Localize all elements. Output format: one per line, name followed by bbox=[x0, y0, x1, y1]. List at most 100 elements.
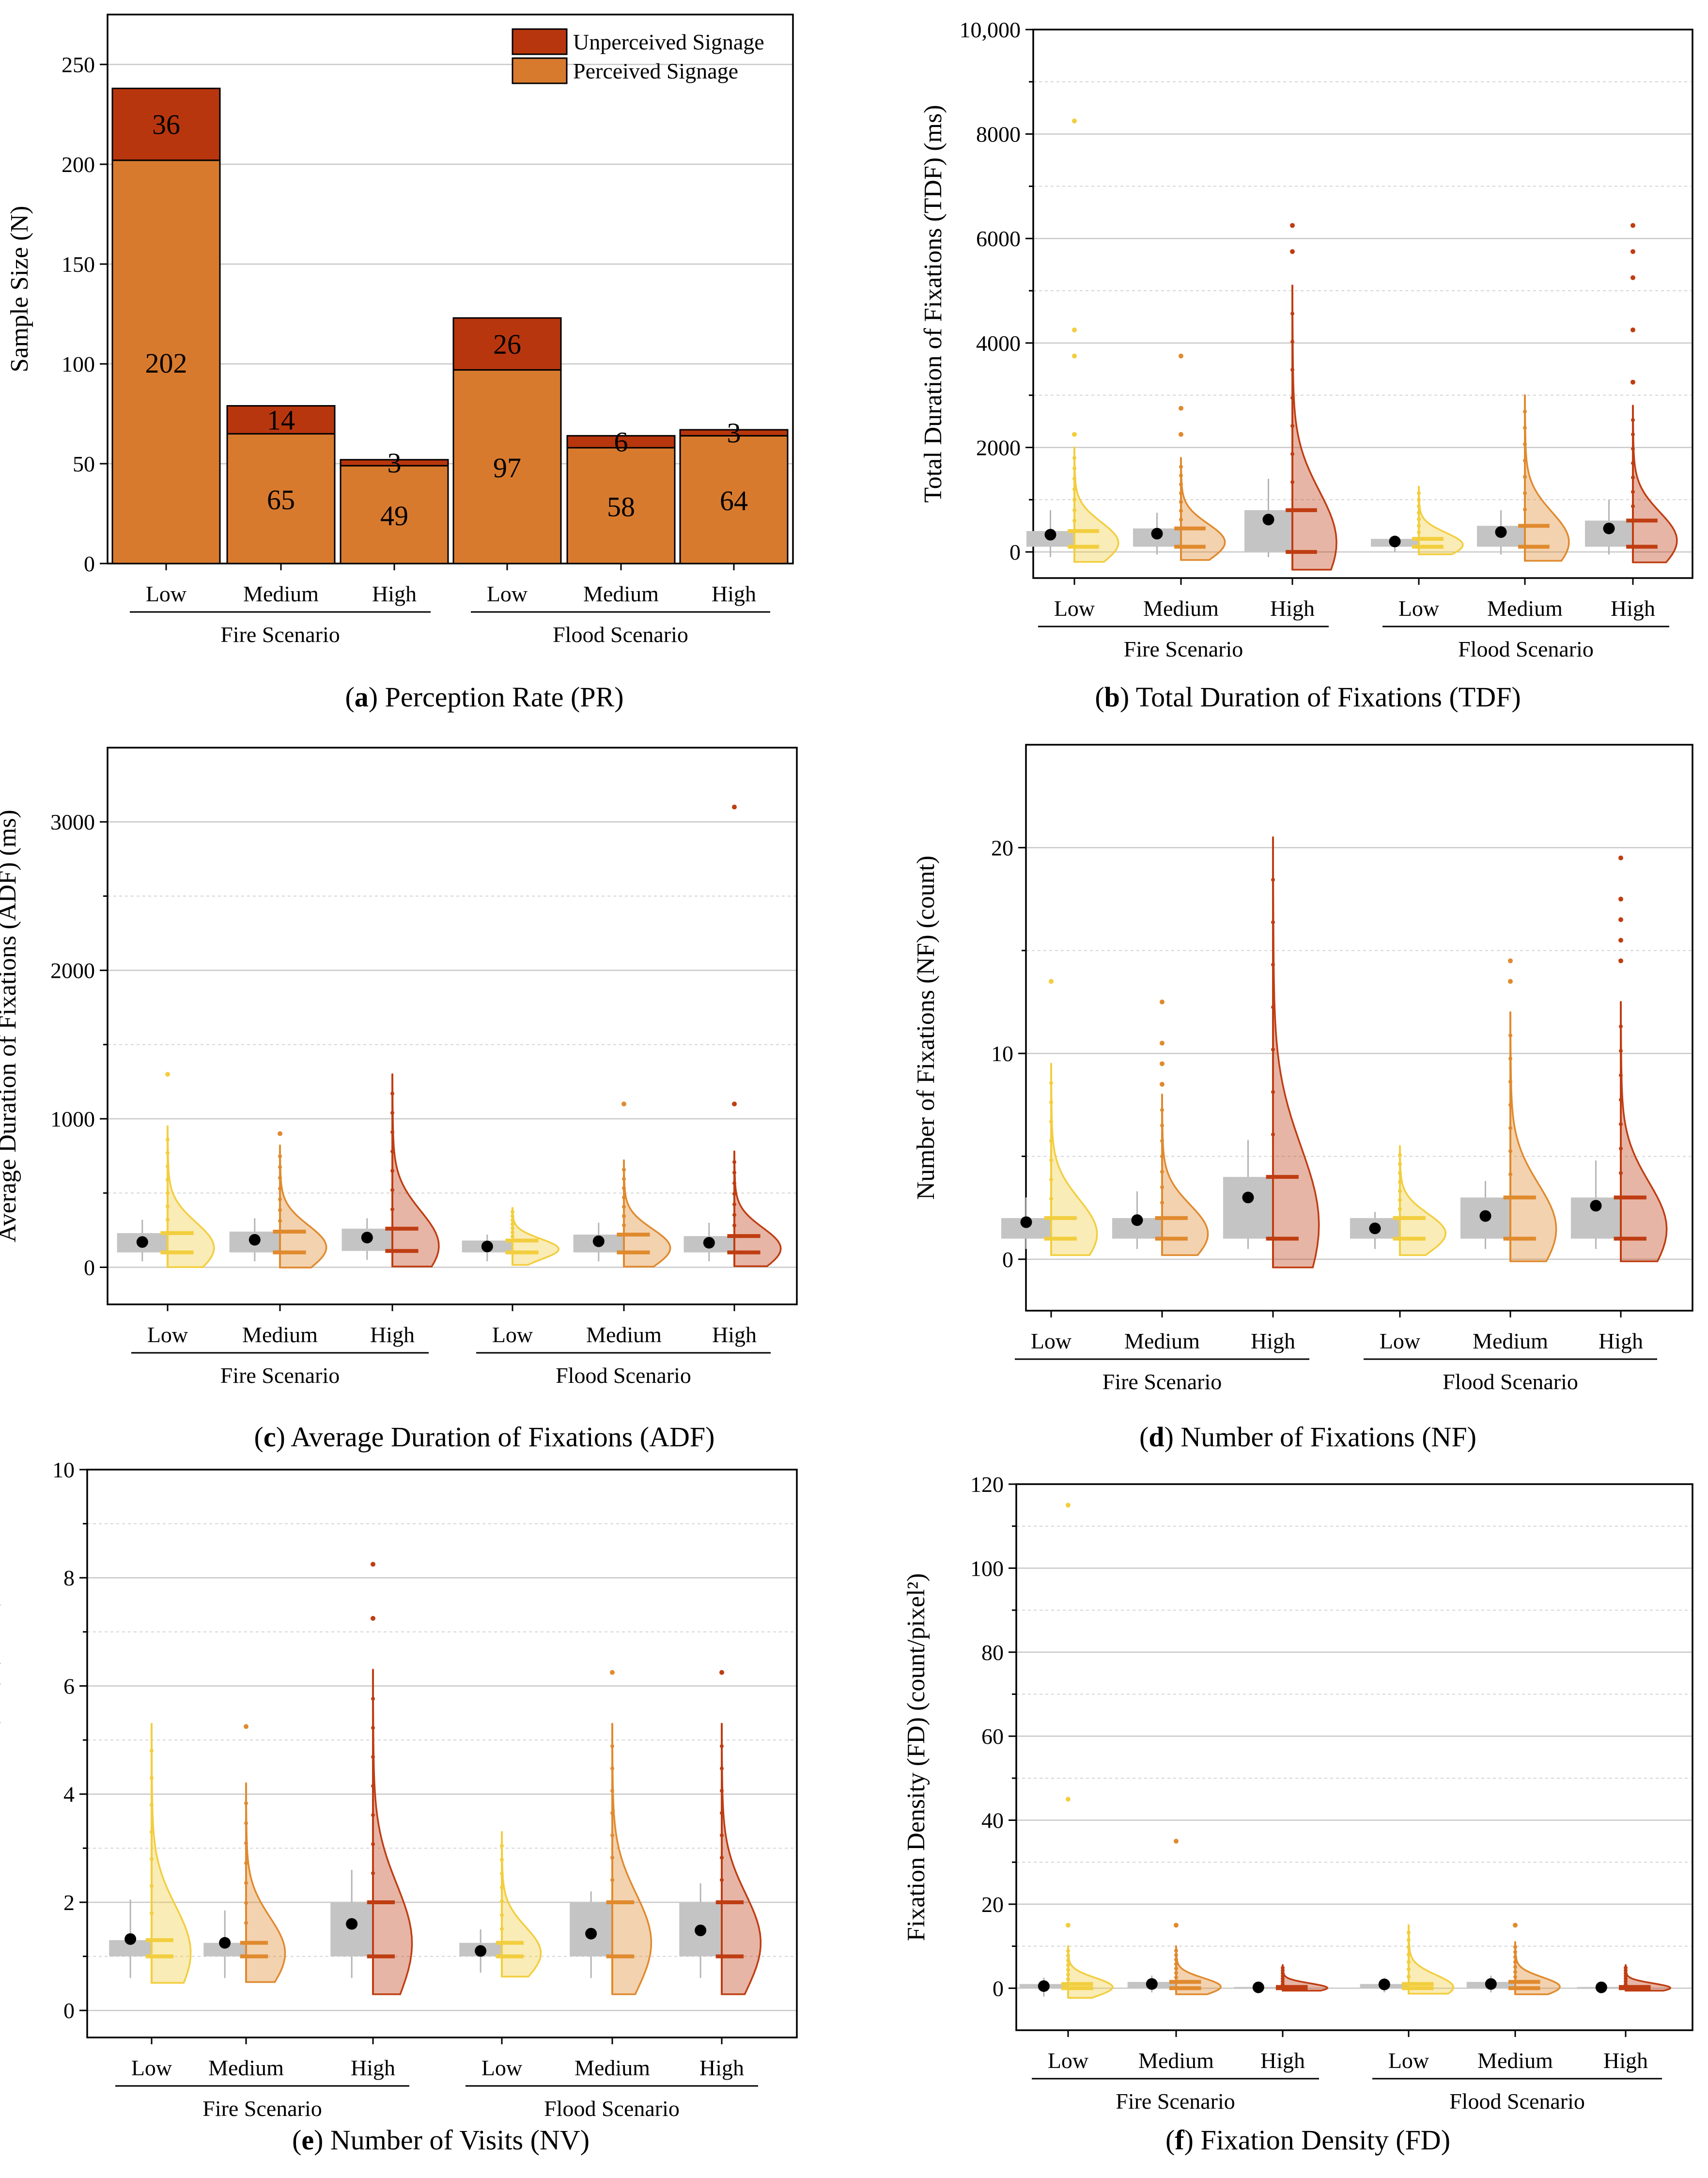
violin-half bbox=[1418, 486, 1464, 555]
data-point bbox=[732, 1202, 736, 1207]
data-point bbox=[1049, 1177, 1053, 1182]
data-point bbox=[732, 1223, 736, 1228]
violin-half bbox=[167, 1125, 215, 1268]
outlier-point bbox=[732, 804, 737, 810]
panel-c: 0 1000 2000 3000 Average Duration of Fixatio… bbox=[0, 747, 798, 1453]
mean-marker bbox=[136, 1236, 148, 1248]
mean-marker bbox=[1038, 1980, 1050, 1992]
data-point bbox=[1523, 442, 1527, 446]
data-point bbox=[371, 1871, 375, 1875]
data-point bbox=[622, 1195, 626, 1200]
category-label: Medium bbox=[1487, 596, 1563, 621]
category-label: Medium bbox=[586, 1322, 662, 1347]
data-point bbox=[1066, 1958, 1070, 1962]
data-point bbox=[166, 1151, 170, 1155]
data-point bbox=[622, 1223, 626, 1227]
data-point bbox=[622, 1167, 626, 1172]
data-point bbox=[1631, 475, 1635, 480]
group-label: Fire Scenario bbox=[1124, 637, 1243, 661]
data-point bbox=[1174, 1962, 1178, 1966]
data-point bbox=[1179, 517, 1183, 522]
bar-value-perceived: 64 bbox=[720, 485, 748, 517]
category-label: High bbox=[1599, 1329, 1643, 1353]
data-point bbox=[610, 1744, 614, 1748]
caption-paren-open: ( bbox=[1139, 1421, 1149, 1453]
bar-value-unperceived: 14 bbox=[267, 404, 295, 436]
caption-paren-close: ) bbox=[314, 2124, 323, 2156]
data-point bbox=[720, 1833, 724, 1837]
data-point bbox=[1290, 480, 1294, 484]
violin-half bbox=[1272, 837, 1320, 1269]
data-point bbox=[278, 1187, 282, 1191]
y-tick-label: 2000 bbox=[50, 958, 95, 983]
data-point bbox=[150, 1803, 154, 1807]
outlier-point bbox=[1160, 999, 1165, 1004]
category-label: Low bbox=[147, 1322, 188, 1347]
caption-text: Number of Visits (NV) bbox=[323, 2124, 590, 2156]
category-label: Low bbox=[1388, 2048, 1429, 2073]
data-point bbox=[244, 1841, 248, 1845]
category-label: Low bbox=[1048, 2048, 1089, 2073]
data-point bbox=[1523, 507, 1527, 512]
category-label: High bbox=[351, 2055, 395, 2080]
data-point bbox=[1398, 1198, 1402, 1202]
data-point bbox=[390, 1111, 394, 1115]
data-point bbox=[1508, 1033, 1512, 1037]
data-point bbox=[1619, 1049, 1623, 1053]
group-label: Fire Scenario bbox=[202, 2096, 322, 2121]
violin-half bbox=[733, 1151, 782, 1268]
data-point bbox=[1290, 396, 1294, 400]
legend-label-perceived: Perceived Signage bbox=[573, 59, 738, 83]
data-point bbox=[1179, 500, 1183, 504]
y-axis-label: Average Duration of Fixations (ADF) (ms) bbox=[0, 810, 21, 1242]
category-label: High bbox=[1251, 1329, 1295, 1353]
data-point bbox=[1290, 452, 1294, 456]
data-point bbox=[1624, 1966, 1628, 1970]
data-point bbox=[1271, 920, 1275, 924]
violin-half bbox=[1073, 447, 1119, 563]
data-point bbox=[1179, 465, 1183, 469]
bar-unperceived bbox=[452, 317, 562, 371]
outlier-point bbox=[1618, 958, 1623, 963]
data-point bbox=[1619, 1146, 1623, 1151]
data-point bbox=[1523, 475, 1527, 479]
data-point bbox=[622, 1205, 626, 1209]
outlier-point bbox=[1160, 1081, 1165, 1087]
panel-d: 0 10 20 Number of Fixations (NF) (count) Low… bbox=[912, 744, 1693, 1453]
plot-frame bbox=[107, 14, 794, 564]
data-point bbox=[244, 1861, 248, 1865]
bar-value-unperceived: 36 bbox=[152, 109, 180, 141]
bar-value-unperceived: 3 bbox=[727, 417, 741, 449]
data-point bbox=[1174, 1958, 1178, 1962]
data-point bbox=[1624, 1971, 1628, 1975]
category-label: Medium bbox=[242, 1322, 318, 1347]
violin-half bbox=[1632, 406, 1678, 564]
caption-paren-open: ( bbox=[1095, 681, 1104, 713]
data-point bbox=[1508, 1080, 1512, 1084]
data-point bbox=[1290, 340, 1294, 344]
mean-marker bbox=[1262, 514, 1274, 526]
data-point bbox=[1066, 1949, 1070, 1953]
violin-half bbox=[1050, 1064, 1098, 1256]
violin-half bbox=[372, 1669, 413, 1995]
category-label: Low bbox=[146, 581, 187, 606]
group-label: Flood Scenario bbox=[544, 2096, 680, 2121]
data-point bbox=[166, 1191, 170, 1195]
violin-half bbox=[391, 1074, 440, 1268]
plot-frame bbox=[1032, 29, 1693, 579]
category-label: Medium bbox=[208, 2055, 284, 2080]
mean-marker bbox=[1378, 1978, 1390, 1990]
outlier-point bbox=[371, 1562, 375, 1567]
data-point bbox=[500, 1899, 504, 1903]
data-point bbox=[1049, 1158, 1053, 1162]
outlier-point bbox=[1160, 1040, 1165, 1046]
outlier-point bbox=[1630, 249, 1635, 254]
bar-unperceived bbox=[111, 87, 221, 161]
plot-frame bbox=[1015, 1483, 1693, 2031]
bar-perceived bbox=[111, 159, 221, 564]
data-point bbox=[1174, 1953, 1178, 1958]
data-point bbox=[1407, 1938, 1411, 1942]
y-tick-label: 100 bbox=[62, 352, 95, 376]
category-label: Low bbox=[1054, 596, 1095, 621]
